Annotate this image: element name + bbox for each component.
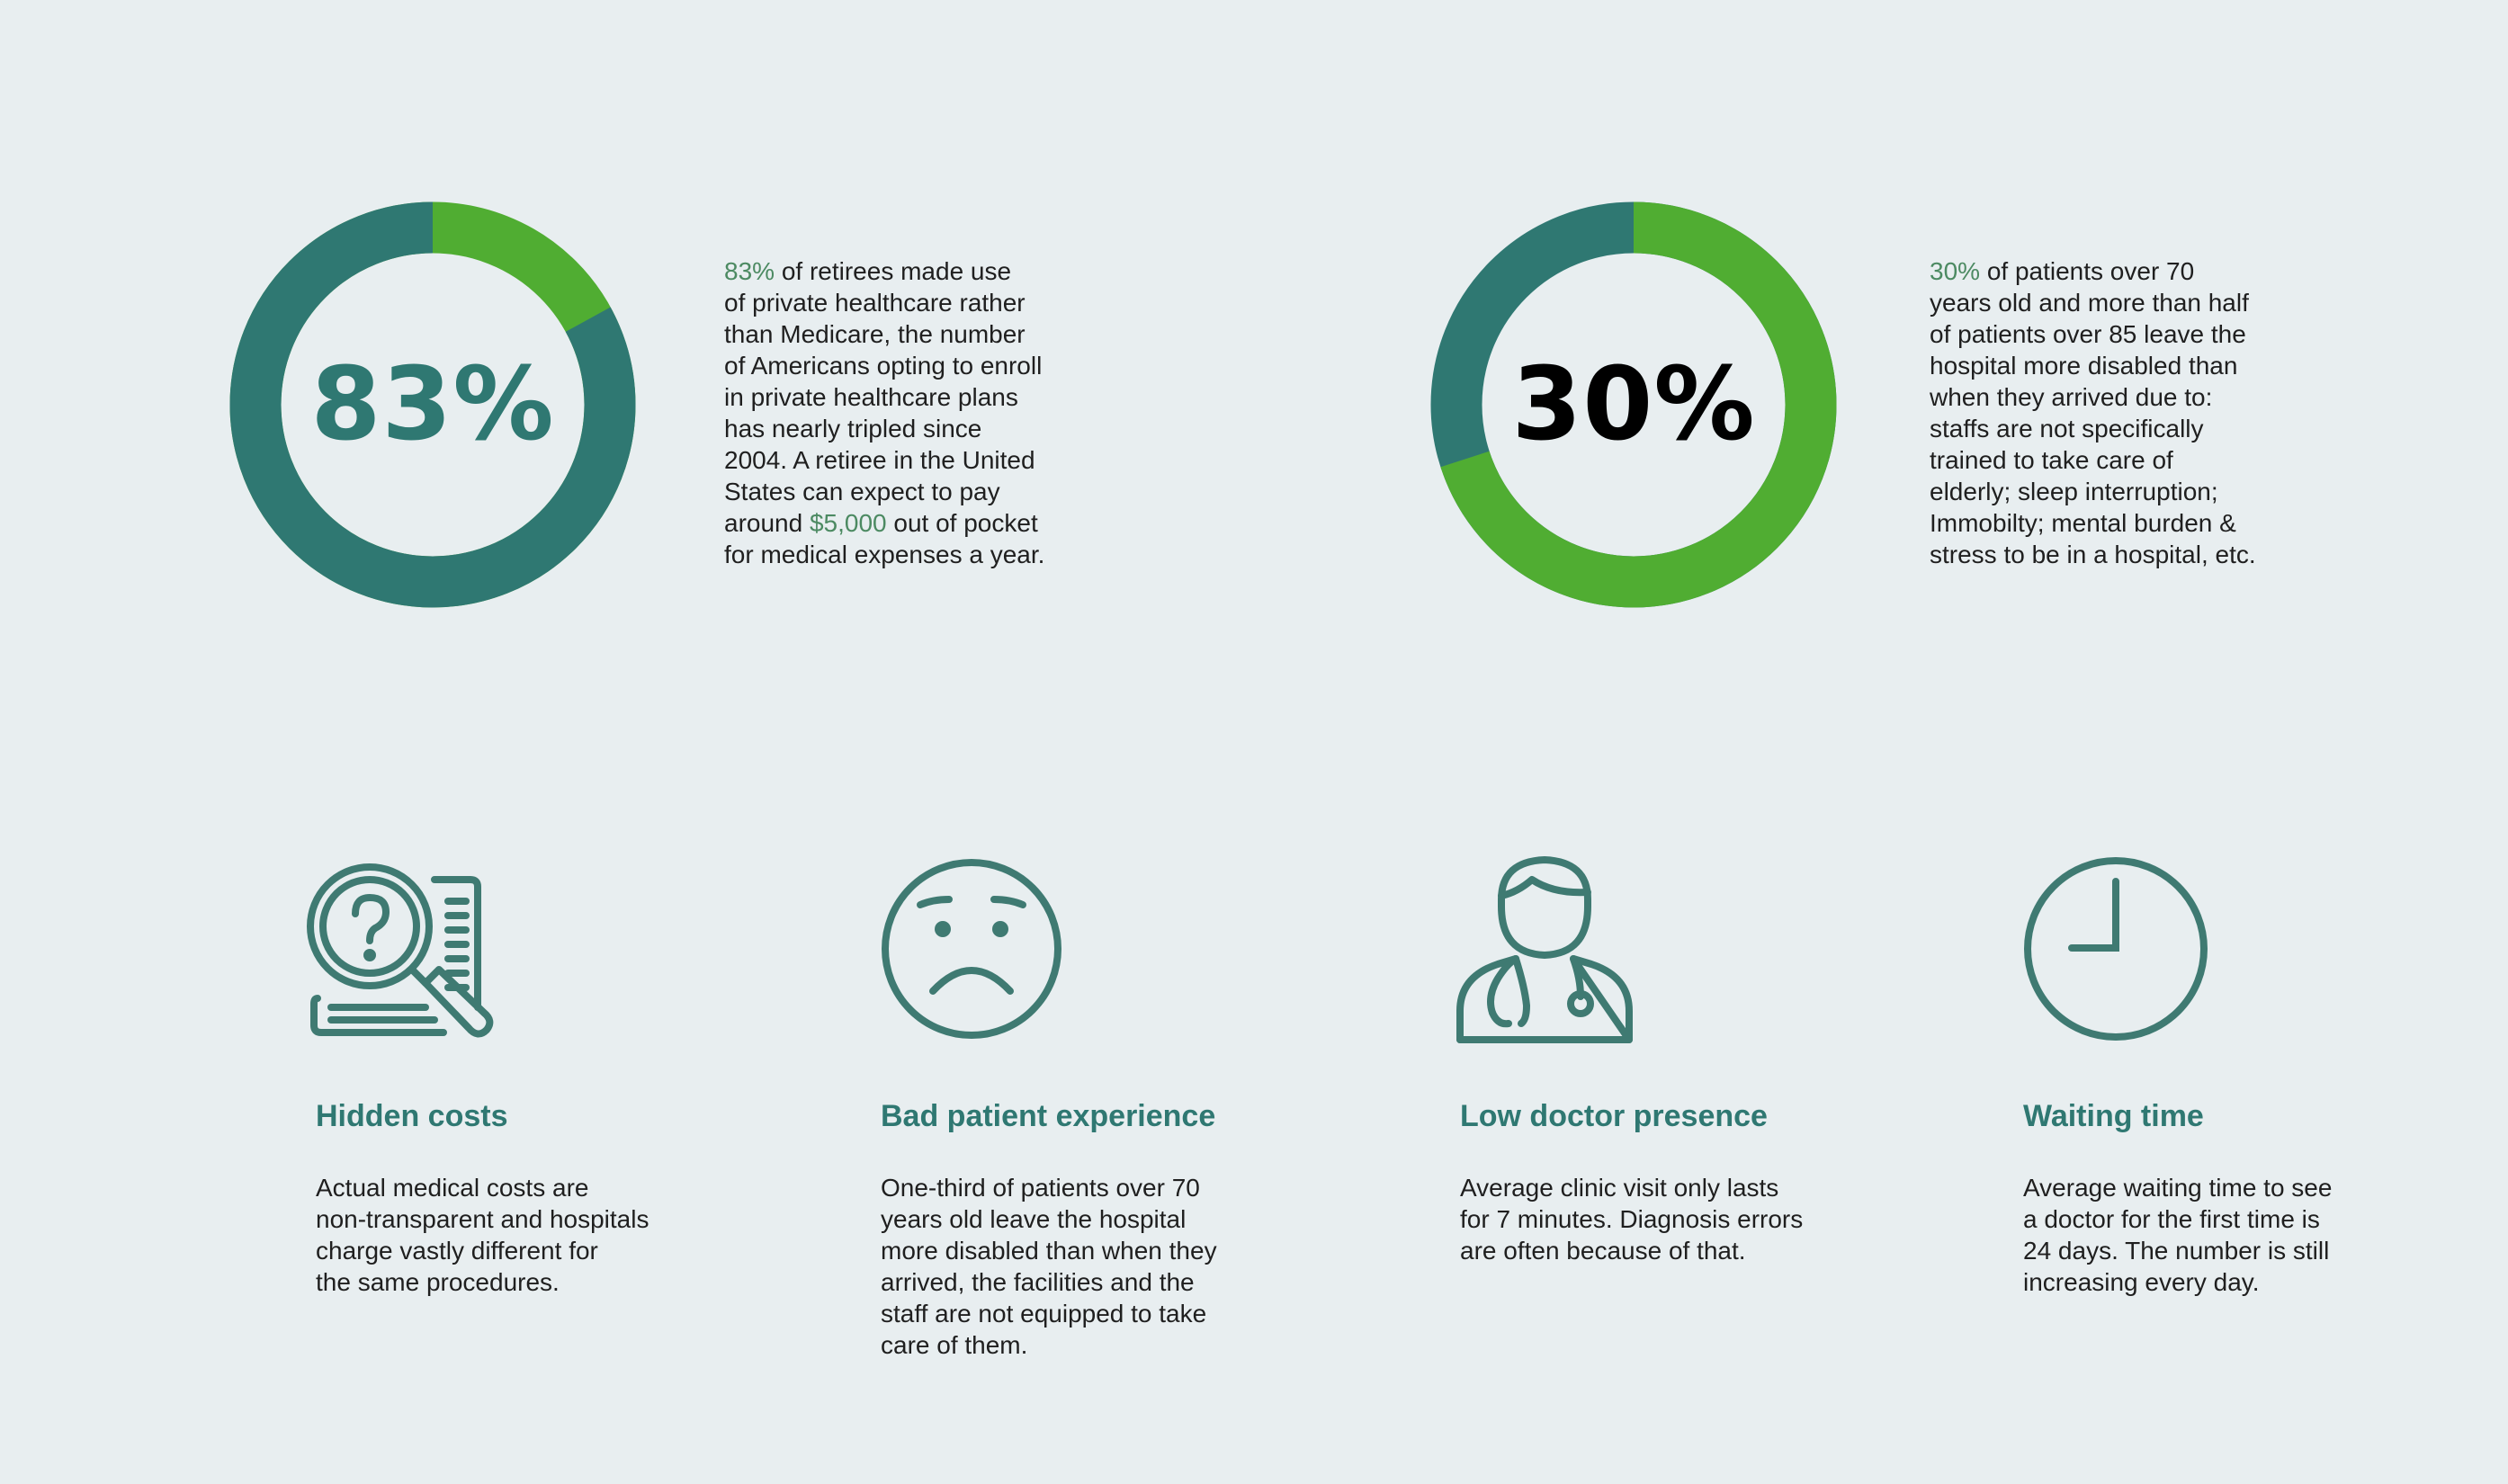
text-line: around $5,000 out of pocket [724, 507, 1044, 539]
text-line: staff are not equipped to take [881, 1300, 1207, 1328]
card-title: Waiting time [2023, 1099, 2204, 1133]
clock-icon [2021, 854, 2210, 1043]
card-title: Low doctor presence [1460, 1099, 1768, 1133]
text-line: for 7 minutes. Diagnosis errors [1460, 1205, 1804, 1233]
text-line: are often because of that. [1460, 1237, 1746, 1265]
text-line: Immobilty; mental burden & [1930, 507, 2256, 539]
text-line: of private healthcare rather [724, 287, 1044, 318]
body-text: when they arrived due to: [1930, 383, 2213, 411]
text-line: Average waiting time to see [2023, 1174, 2333, 1202]
card-description: Average clinic visit only lasts for 7 min… [1460, 1172, 1803, 1266]
text-line: 30% of patients over 70 [1930, 255, 2256, 287]
text-line: States can expect to pay [724, 476, 1044, 507]
donut-segment [229, 201, 636, 608]
body-text: stress to be in a hospital, etc. [1930, 541, 2256, 568]
donut-percent-label: 83% [310, 346, 555, 463]
text-line: has nearly tripled since [724, 413, 1044, 444]
card-title: Hidden costs [316, 1099, 508, 1133]
text-line: a doctor for the first time is [2023, 1205, 2320, 1233]
text-line: 2004. A retiree in the United [724, 444, 1044, 476]
highlight-text: $5,000 [809, 509, 887, 537]
text-line: stress to be in a hospital, etc. [1930, 539, 2256, 570]
text-line: for medical expenses a year. [724, 539, 1044, 570]
donut-percent-label: 30% [1511, 346, 1756, 463]
text-line: Actual medical costs are [316, 1174, 589, 1202]
text-line: trained to take care of [1930, 444, 2256, 476]
text-line: in private healthcare plans [724, 381, 1044, 413]
text-line: more disabled than when they [881, 1237, 1217, 1265]
text-line: charge vastly different for [316, 1237, 598, 1265]
body-text: has nearly tripled since [724, 415, 982, 443]
text-line: staffs are not specifically [1930, 413, 2256, 444]
card-title: Bad patient experience [881, 1099, 1216, 1133]
text-line: increasing every day. [2023, 1268, 2260, 1296]
stat-description: 83% of retirees made use of private healt… [724, 255, 1044, 570]
text-line: when they arrived due to: [1930, 381, 2256, 413]
text-line: elderly; sleep interruption; [1930, 476, 2256, 507]
text-line: than Medicare, the number [724, 318, 1044, 350]
body-text: of private healthcare rather [724, 289, 1026, 317]
text-line: years old leave the hospital [881, 1205, 1187, 1233]
text-line: 24 days. The number is still [2023, 1237, 2330, 1265]
donut-chart-83: 83% [226, 198, 640, 612]
text-line: of Americans opting to enroll [724, 350, 1044, 381]
body-text: out of pocket [886, 509, 1038, 537]
body-text: hospital more disabled than [1930, 352, 2238, 380]
body-text: in private healthcare plans [724, 383, 1018, 411]
stat-description: 30% of patients over 70 years old and mor… [1930, 255, 2256, 570]
body-text: of retirees made use [775, 257, 1012, 285]
highlight-text: 83% [724, 257, 775, 285]
body-text: of patients over 85 leave the [1930, 320, 2246, 348]
card-description: Actual medical costs are non-transparent … [316, 1172, 649, 1298]
body-text: years old and more than half [1930, 289, 2249, 317]
text-line: of patients over 85 leave the [1930, 318, 2256, 350]
doctor-stethoscope-icon [1455, 853, 1635, 1045]
highlight-text: 30% [1930, 257, 1981, 285]
body-text: than Medicare, the number [724, 320, 1026, 348]
body-text: staffs are not specifically [1930, 415, 2204, 443]
body-text: trained to take care of [1930, 446, 2173, 474]
donut-chart-30: 30% [1427, 198, 1841, 612]
donut-svg [229, 201, 636, 608]
body-text: elderly; sleep interruption; [1930, 478, 2218, 505]
sad-face-icon [877, 854, 1066, 1043]
text-line: years old and more than half [1930, 287, 2256, 318]
card-description: One-third of patients over 70 years old l… [881, 1172, 1217, 1361]
donut-svg [1430, 201, 1837, 608]
body-text: for medical expenses a year. [724, 541, 1045, 568]
text-line: Average clinic visit only lasts [1460, 1174, 1779, 1202]
text-line: hospital more disabled than [1930, 350, 2256, 381]
text-line: arrived, the facilities and the [881, 1268, 1195, 1296]
body-text: of Americans opting to enroll [724, 352, 1043, 380]
text-line: care of them. [881, 1331, 1028, 1359]
text-line: 83% of retirees made use [724, 255, 1044, 287]
body-text: around [724, 509, 810, 537]
text-line: non-transparent and hospitals [316, 1205, 649, 1233]
card-description: Average waiting time to see a doctor for … [2023, 1172, 2332, 1298]
text-line: the same procedures. [316, 1268, 560, 1296]
body-text: 2004. A retiree in the United [724, 446, 1035, 474]
body-text: of patients over 70 [1980, 257, 2195, 285]
text-line: One-third of patients over 70 [881, 1174, 1200, 1202]
body-text: States can expect to pay [724, 478, 1000, 505]
magnifier-document-question-icon [300, 854, 506, 1061]
donut-segment [1430, 201, 1837, 608]
body-text: Immobilty; mental burden & [1930, 509, 2236, 537]
